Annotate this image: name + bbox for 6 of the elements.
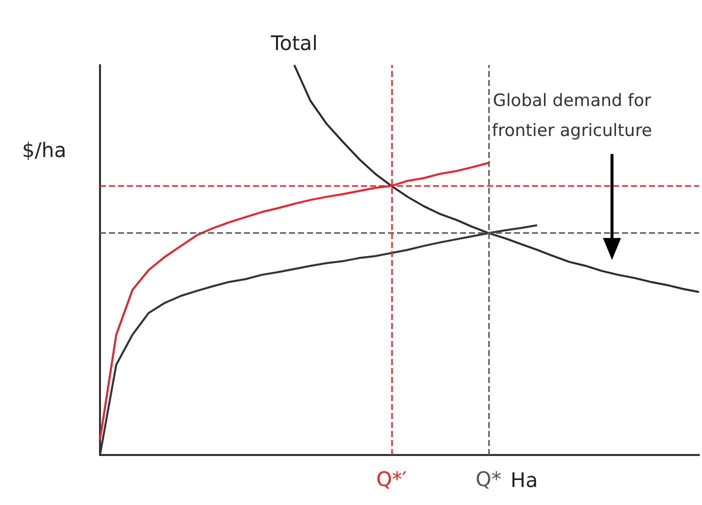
annotation: Global demand for frontier agriculture (490, 90, 654, 143)
x-axis-title: Ha (510, 468, 538, 492)
series-label: Total (270, 31, 318, 55)
x-tick-label: Q*′ (376, 467, 407, 491)
x-tick-label: Q* (476, 467, 502, 491)
y-axis-title: $/ha (22, 138, 66, 162)
